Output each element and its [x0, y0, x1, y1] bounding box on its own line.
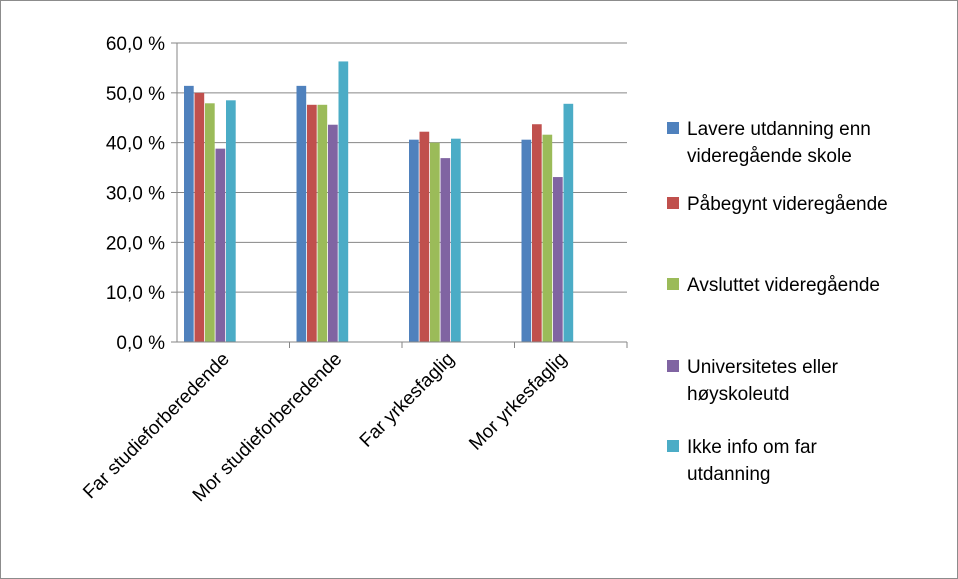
legend-label-line: Universitetes eller [687, 357, 839, 378]
legend-label-line: videregående skole [687, 146, 852, 167]
legend-swatch [667, 122, 679, 134]
bar [563, 103, 574, 343]
bar [205, 103, 215, 342]
bar [184, 85, 194, 343]
y-tick-label: 10,0 % [106, 283, 165, 304]
legend-label: Påbegynt videregående [687, 194, 888, 215]
y-axis-tick-labels: 0,0 % 10,0 % 20,0 % 30,0 % 40,0 % 50,0 % 60,0 … [106, 34, 165, 354]
bar [430, 142, 440, 342]
bar [307, 104, 317, 342]
legend-label: Ikke info om far utdanning [687, 437, 818, 485]
legend-label-line: Påbegynt videregående [687, 194, 888, 215]
axes [171, 42, 628, 348]
y-tick-label: 20,0 % [106, 233, 165, 254]
bar [521, 139, 532, 342]
y-tick-label: 50,0 % [106, 84, 165, 105]
bar [328, 124, 338, 342]
legend: Lavere utdanning enn videregående skole På… [667, 119, 888, 485]
y-tick-label: 60,0 % [106, 34, 165, 55]
y-tick-label: 40,0 % [106, 134, 165, 155]
bar [215, 148, 226, 342]
bar [409, 139, 419, 342]
legend-label-line: høyskoleutd [687, 384, 789, 405]
bar [226, 100, 236, 342]
x-category-label: Far yrkesfaglig [356, 349, 459, 452]
x-category-label: Mor yrkesfaglig [465, 349, 571, 455]
bars [184, 61, 574, 343]
y-tick-label: 0,0 % [116, 333, 165, 354]
legend-swatch [667, 197, 679, 209]
legend-label: Lavere utdanning enn videregående skole [687, 119, 871, 167]
legend-label-line: Avsluttet videregående [687, 275, 880, 296]
legend-label-line: Lavere utdanning enn [687, 119, 871, 140]
bar [338, 61, 349, 343]
bar [317, 104, 328, 342]
legend-swatch [667, 278, 679, 290]
bar [542, 134, 553, 342]
bar [419, 131, 430, 342]
legend-label-line: utdanning [687, 464, 770, 485]
legend-swatch [667, 440, 679, 452]
legend-label-line: Ikke info om far [687, 437, 818, 458]
y-tick-label: 30,0 % [106, 184, 165, 205]
bar [532, 124, 542, 342]
legend-label: Universitetes eller høyskoleutd [687, 357, 839, 405]
bar [296, 85, 307, 343]
bar [451, 138, 461, 342]
legend-swatch [667, 360, 679, 372]
legend-label: Avsluttet videregående [687, 275, 880, 296]
bar [440, 158, 451, 342]
bar [194, 92, 205, 342]
bar [553, 177, 563, 342]
